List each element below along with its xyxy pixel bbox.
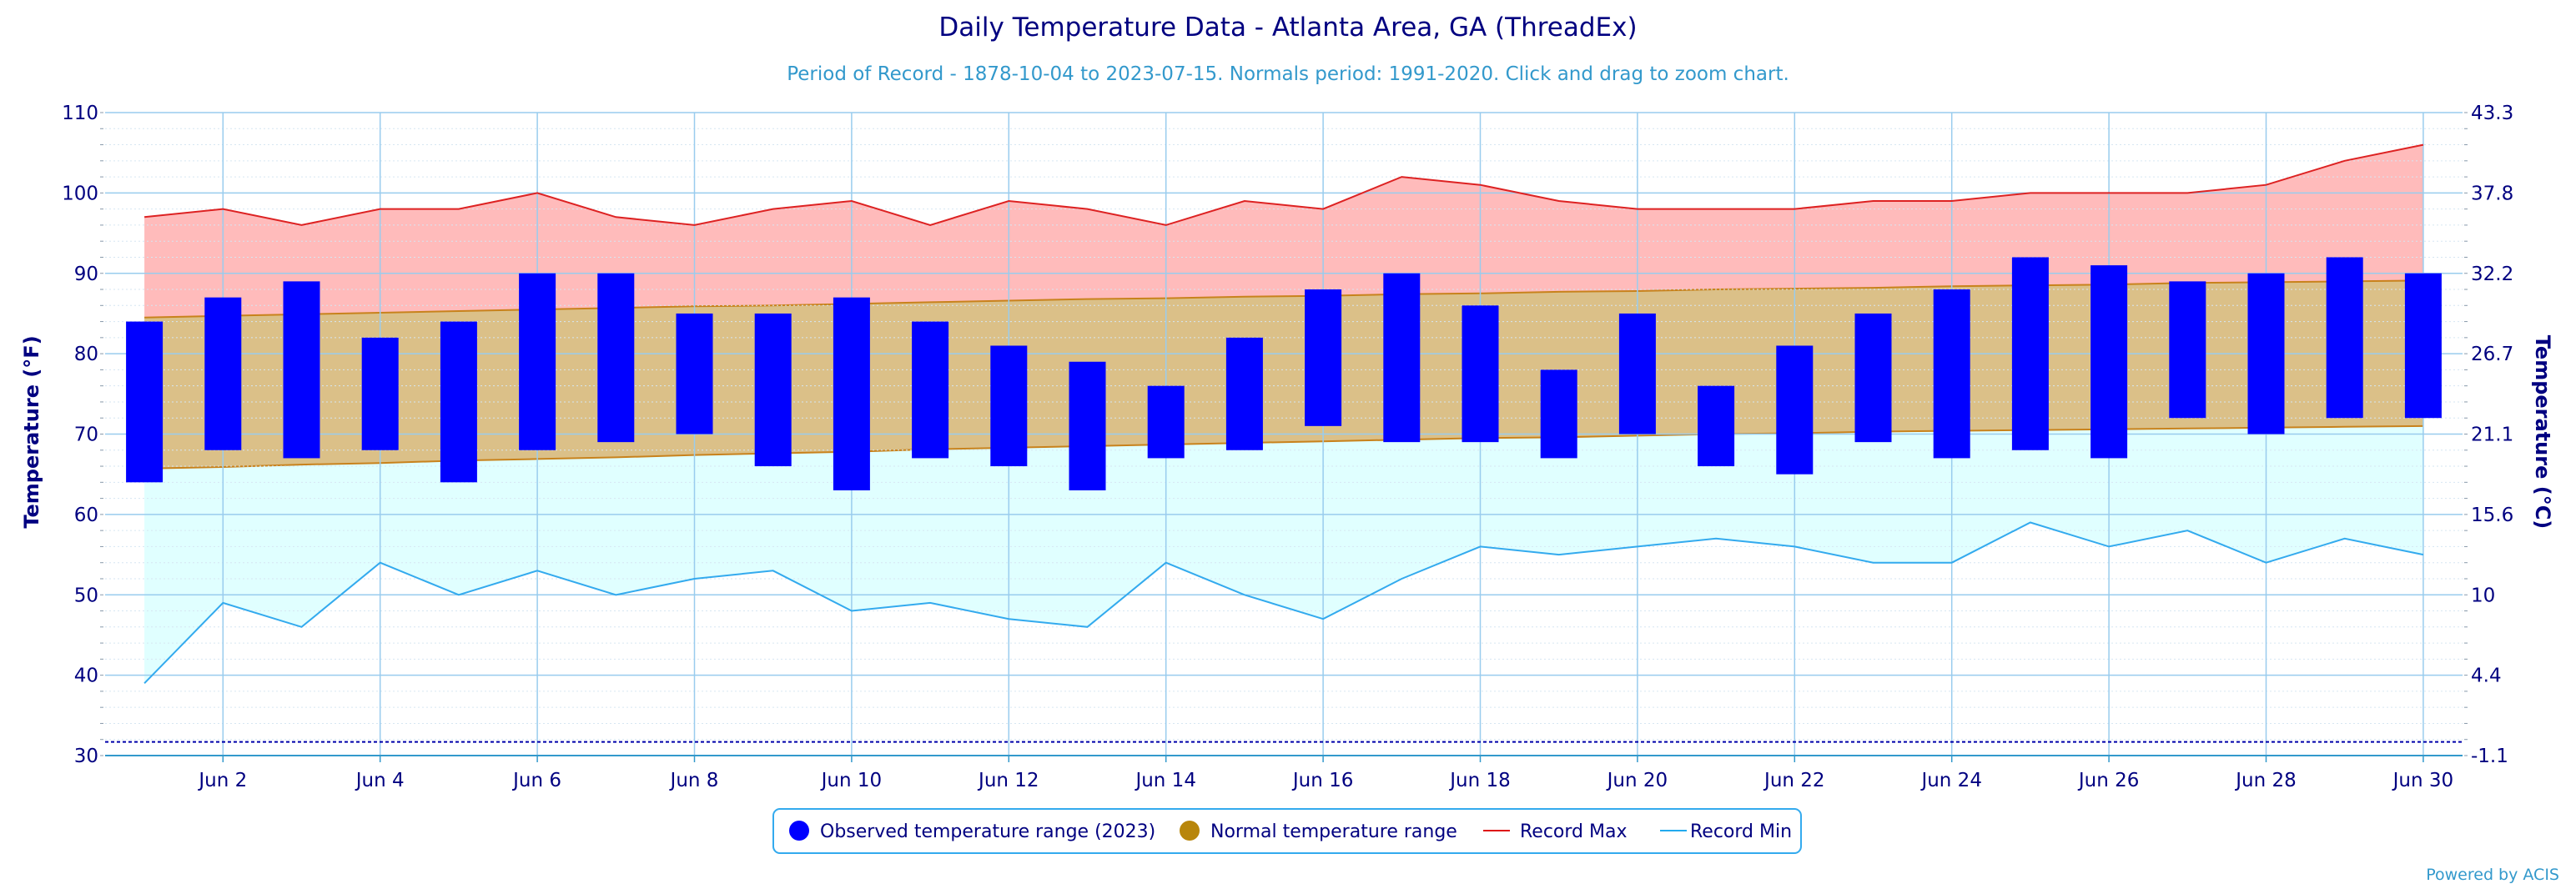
y-tick-label-right: 21.1 [2471,424,2513,446]
record-min-area [144,425,2423,684]
observed-bar[interactable] [2011,257,2049,450]
observed-bar[interactable] [2247,273,2285,434]
observed-bar[interactable] [204,297,242,450]
observed-bar[interactable] [1618,313,1656,434]
chart-legend[interactable]: Observed temperature range (2023) Normal… [772,808,1802,854]
legend-item-normal[interactable]: Normal temperature range [1180,821,1457,842]
y-tick-label-right: 15.6 [2471,505,2513,526]
x-tick-label: Jun 8 [669,770,719,791]
axes: 30 -1.1 40 4.4 50 10 60 15.6 70 21.1 80 26.7 90 32.2 1… [62,103,2513,791]
observed-bar[interactable] [283,281,320,459]
area-layers [144,144,2423,684]
y-tick-label: 80 [74,344,98,365]
observed-bar[interactable] [1383,273,1421,443]
x-tick-label: Jun 2 [197,770,247,791]
observed-bar[interactable] [519,273,556,450]
legend-item-record-max[interactable]: Record Max [1483,821,1628,842]
observed-bar[interactable] [1147,385,1185,459]
legend-normal-marker [1180,821,1200,841]
legend-normal-label: Normal temperature range [1210,821,1457,842]
legend-observed-label: Observed temperature range (2023) [820,821,1155,842]
observed-bars[interactable] [126,257,2442,490]
observed-bar[interactable] [676,313,713,434]
observed-bar[interactable] [990,345,1028,467]
x-tick-label: Jun 18 [1448,770,1511,791]
y-tick-label-right: 37.8 [2471,183,2513,204]
x-tick-label: Jun 6 [511,770,561,791]
x-tick-label: Jun 24 [1919,770,1982,791]
y-axis-title-left: Temperature (°F) [20,335,43,528]
x-tick-label: Jun 26 [2077,770,2140,791]
chart-title: Daily Temperature Data - Atlanta Area, G… [938,13,1637,43]
observed-bar[interactable] [2326,257,2363,419]
record-max-line [143,143,2424,226]
observed-bar[interactable] [2090,265,2128,459]
x-tick-label: Jun 14 [1134,770,1196,791]
observed-bar[interactable] [1776,345,1814,475]
x-tick-label: Jun 20 [1606,770,1668,791]
y-tick-label-right: 32.2 [2471,264,2513,285]
normal-range-area [144,280,2423,469]
observed-bar[interactable] [361,337,399,450]
y-tick-label-right: 4.4 [2471,665,2502,687]
observed-bar[interactable] [2169,281,2206,419]
legend-record-max-label: Record Max [1520,821,1628,842]
observed-bar[interactable] [2404,273,2442,419]
legend-item-record-min[interactable]: Record Min [1660,821,1792,842]
y-tick-label-right: 43.3 [2471,103,2513,124]
y-tick-label: 30 [74,746,98,767]
y-tick-label-right: 10 [2471,585,2495,606]
observed-bar[interactable] [1698,385,1735,467]
x-tick-label: Jun 10 [820,770,883,791]
y-tick-label: 40 [74,665,98,687]
observed-bar[interactable] [1305,289,1342,426]
observed-bar[interactable] [1540,369,1577,459]
legend-item-observed[interactable]: Observed temperature range (2023) [789,821,1155,842]
x-tick-label: Jun 4 [355,770,405,791]
y-tick-label: 90 [74,264,98,285]
y-tick-label-right: -1.1 [2471,746,2508,767]
observed-bar[interactable] [754,313,792,467]
y-tick-label: 110 [62,103,98,124]
observed-bar[interactable] [912,321,949,459]
x-tick-label: Jun 28 [2234,770,2297,791]
y-tick-label: 50 [74,585,98,606]
observed-bar[interactable] [1225,337,1263,450]
y-tick-label: 70 [74,424,98,446]
y-tick-label: 100 [62,183,98,204]
observed-bar[interactable] [1462,305,1499,443]
legend-box [772,808,1802,854]
powered-by-credit[interactable]: Powered by ACIS [2426,866,2559,884]
observed-bar[interactable] [597,273,635,443]
x-tick-label: Jun 12 [977,770,1039,791]
legend-record-min-label: Record Min [1690,821,1792,842]
legend-observed-marker [789,821,809,841]
observed-bar[interactable] [440,321,477,483]
observed-bar[interactable] [126,321,164,483]
observed-bar[interactable] [1933,289,1970,459]
observed-bar[interactable] [1069,361,1106,490]
x-tick-label: Jun 16 [1291,770,1354,791]
y-axis-title-right: Temperature (°C) [2531,335,2554,530]
chart-subtitle: Period of Record - 1878-10-04 to 2023-07… [787,63,1789,85]
observed-bar[interactable] [833,297,870,490]
x-tick-label: Jun 30 [2392,770,2454,791]
record-lines [143,143,2424,684]
x-tick-label: Jun 22 [1763,770,1825,791]
y-tick-label-right: 26.7 [2471,344,2513,365]
grid-lines [105,112,2463,756]
y-tick-label: 60 [74,505,98,526]
observed-bar[interactable] [1854,313,1892,443]
record-min-line [143,521,2424,684]
record-max-area [144,144,2423,318]
